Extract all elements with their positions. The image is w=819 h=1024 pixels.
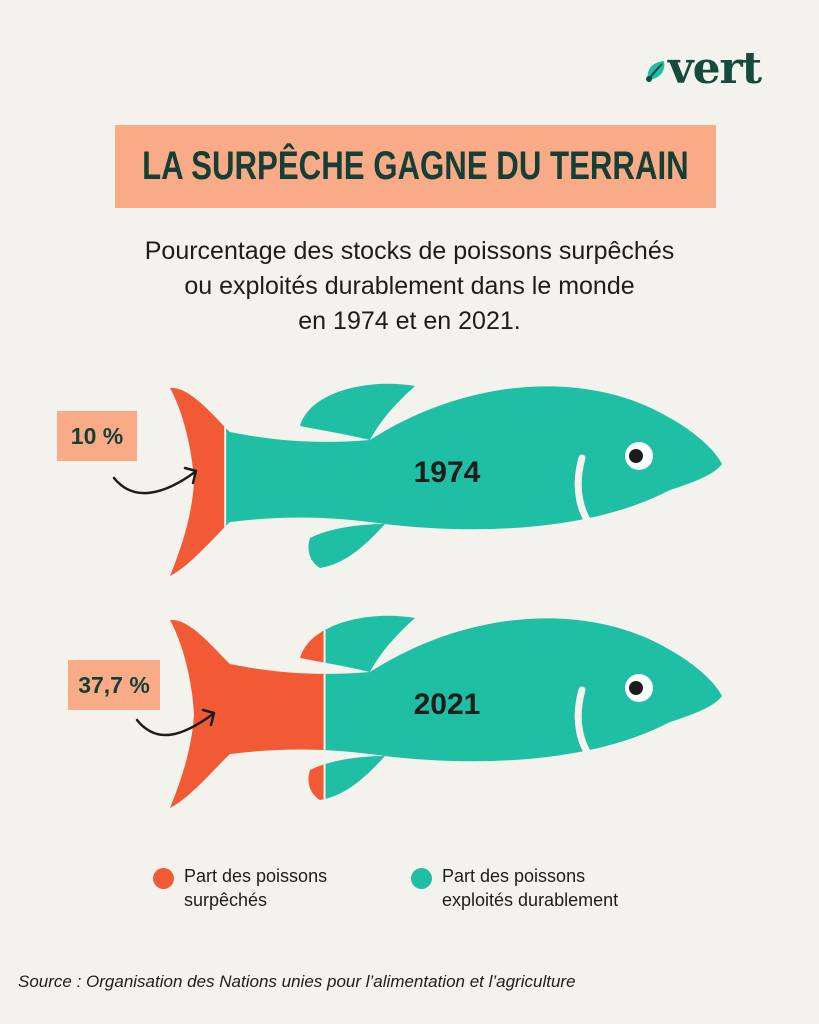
brand-name: vert <box>668 43 762 94</box>
legend-item-overfished: Part des poissons surpêchés <box>153 864 424 912</box>
arrow-curve <box>135 712 215 737</box>
bar-sustainable-2021 <box>324 615 722 808</box>
legend-line: Part des poissons <box>442 866 586 886</box>
value-label: 10 % <box>71 423 123 449</box>
subtitle-line: Pourcentage des stocks de poissons surpê… <box>144 237 675 265</box>
chart-subtitle: Pourcentage des stocks de poissons surpê… <box>40 234 779 339</box>
bar-overfished-2021 <box>170 615 325 808</box>
legend-label-sustainable: Part des poissons exploités durablement <box>442 864 682 912</box>
legend-line: surpêchés <box>184 890 268 910</box>
chart-title: LA SURPÊCHE GAGNE DU TERRAIN <box>142 144 689 188</box>
leaf-icon <box>646 61 665 82</box>
legend-label-overfished: Part des poissons surpêchés <box>184 864 424 912</box>
legend-line: Part des poissons <box>184 866 328 886</box>
brand-logo: vert <box>640 44 800 94</box>
arrow-curve <box>112 470 197 495</box>
arrow-head <box>201 708 216 727</box>
source-note: Source : Organisation des Nations unies … <box>18 972 576 991</box>
fish-pupil <box>629 681 643 695</box>
legend-swatch-sustainable <box>411 868 432 889</box>
value-label-bg <box>68 660 160 710</box>
gill-line <box>574 454 604 540</box>
value-label-bg <box>57 411 137 461</box>
bar-overfished-1974 <box>170 383 226 576</box>
title-banner: LA SURPÊCHE GAGNE DU TERRAIN <box>115 125 716 208</box>
year-label: 2021 <box>414 688 481 721</box>
subtitle-line: ou exploités durablement dans le monde <box>184 272 635 300</box>
legend-item-sustainable: Part des poissons exploités durablement <box>411 864 682 912</box>
subtitle-line: en 1974 et en 2021. <box>298 307 521 335</box>
arrow-head <box>183 466 198 485</box>
legend-swatch-overfished <box>153 868 174 889</box>
fish-pupil <box>629 449 643 463</box>
value-label: 37,7 % <box>78 672 150 698</box>
year-label: 1974 <box>414 456 481 489</box>
legend-line: exploités durablement <box>442 890 619 910</box>
gill-line <box>574 686 604 772</box>
